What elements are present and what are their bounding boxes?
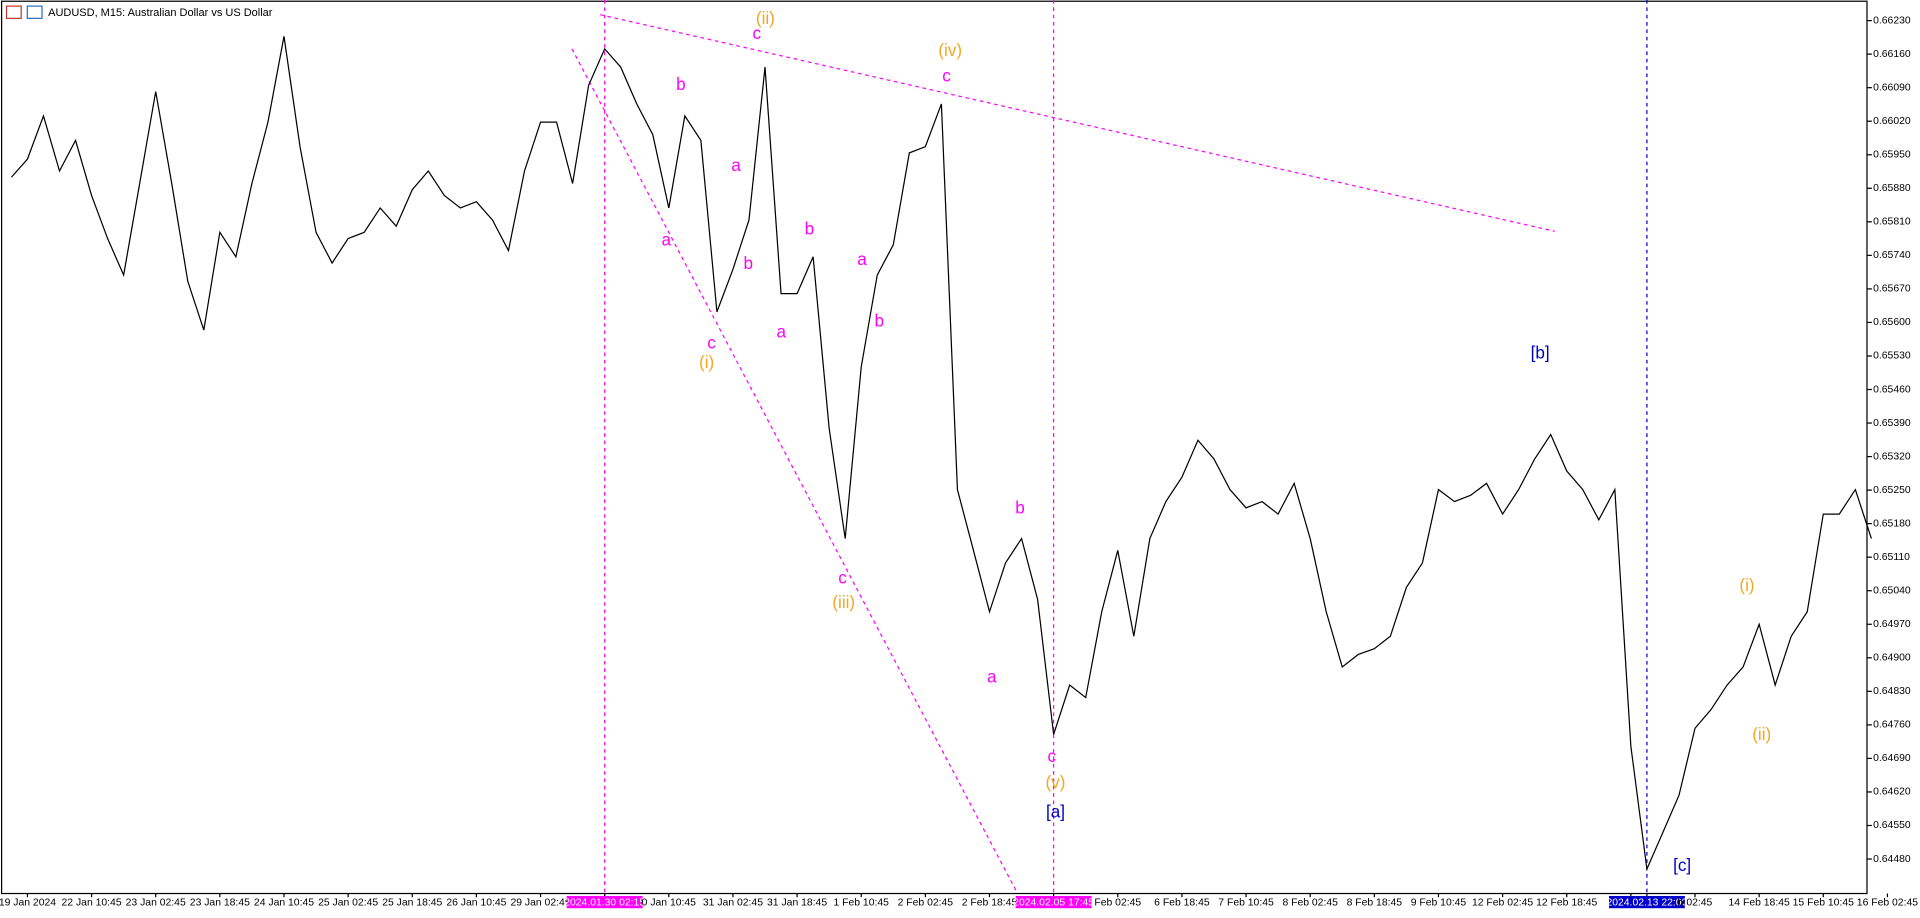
chart-title: AUDUSD, M15: Australian Dollar vs US Dol… xyxy=(48,7,273,19)
wave-label: c xyxy=(707,332,716,352)
x-tick-label: 2 Feb 18:45 xyxy=(962,897,1018,908)
x-tick-label: 2024.02.05 17:45 xyxy=(1013,897,1094,908)
y-tick-label: 0.65670 xyxy=(1873,284,1911,295)
y-tick-label: 0.64480 xyxy=(1873,854,1911,865)
x-tick-label: 8 Feb 02:45 xyxy=(1282,897,1338,908)
x-tick-label: 6 Feb 18:45 xyxy=(1154,897,1210,908)
x-tick-label: 24 Jan 10:45 xyxy=(254,897,314,908)
wave-label: (i) xyxy=(699,352,714,372)
y-tick-label: 0.66090 xyxy=(1873,82,1911,93)
y-tick-label: 0.64970 xyxy=(1873,619,1911,630)
x-tick-label: 23 Jan 18:45 xyxy=(190,897,250,908)
trend-line xyxy=(600,14,1555,232)
x-tick-label: 1 Feb 10:45 xyxy=(833,897,889,908)
x-tick-label: 23 Jan 02:45 xyxy=(126,897,186,908)
x-tick-label: 25 Jan 02:45 xyxy=(318,897,378,908)
y-tick-label: 0.65460 xyxy=(1873,384,1911,395)
y-tick-label: 0.65390 xyxy=(1873,418,1911,429)
y-tick-label: 0.65180 xyxy=(1873,518,1911,529)
x-label-highlight xyxy=(1608,895,1685,909)
x-tick-label: 2024.01.30 02:15 xyxy=(564,897,645,908)
wave-label: c xyxy=(1048,746,1057,766)
wave-label: (iv) xyxy=(938,40,962,60)
wave-label: (i) xyxy=(1739,575,1754,595)
wave-label: b xyxy=(743,253,753,273)
x-tick-label: 25 Jan 18:45 xyxy=(382,897,442,908)
y-tick-label: 0.64830 xyxy=(1873,686,1911,697)
y-tick-label: 0.65810 xyxy=(1873,217,1911,228)
y-tick-label: 0.65950 xyxy=(1873,149,1911,160)
x-tick-label: Feb 02:45 xyxy=(1094,897,1141,908)
y-tick-label: 0.66230 xyxy=(1873,15,1911,26)
x-tick-label: 22 Jan 10:45 xyxy=(62,897,122,908)
wave-label: [b] xyxy=(1531,342,1550,362)
x-tick-label: 0 Jan 10:45 xyxy=(642,897,697,908)
y-tick-label: 0.65250 xyxy=(1873,485,1911,496)
x-tick-label: 29 Jan 02:45 xyxy=(510,897,570,908)
wave-label: b xyxy=(676,74,686,94)
wave-label: b xyxy=(1015,498,1025,518)
y-tick-label: 0.66160 xyxy=(1873,49,1911,60)
y-tick-label: 0.65110 xyxy=(1873,552,1910,563)
x-tick-label: 7 Feb 10:45 xyxy=(1218,897,1274,908)
x-tick-label: 2 Feb 02:45 xyxy=(898,897,954,908)
icon xyxy=(5,5,22,19)
x-tick-label: 31 Jan 02:45 xyxy=(703,897,763,908)
y-tick-label: 0.64760 xyxy=(1873,720,1911,731)
x-tick-label: 2024.02.13 22:00 xyxy=(1606,897,1687,908)
y-tick-label: 0.65320 xyxy=(1873,451,1911,462)
price-line xyxy=(10,36,1872,872)
trend-line xyxy=(571,48,1017,892)
wave-label: (ii) xyxy=(756,8,775,28)
wave-label: a xyxy=(731,155,741,175)
y-tick-label: 0.65880 xyxy=(1873,183,1911,194)
icon xyxy=(26,5,43,19)
x-tick-label: 8 Feb 18:45 xyxy=(1347,897,1403,908)
y-tick-label: 0.66020 xyxy=(1873,116,1911,127)
x-tick-label: 14 Feb 18:45 xyxy=(1729,897,1790,908)
wave-label: b xyxy=(874,310,884,330)
x-tick-label: 31 Jan 18:45 xyxy=(767,897,827,908)
y-tick-label: 0.64620 xyxy=(1873,787,1911,798)
y-tick-label: 0.64690 xyxy=(1873,753,1911,764)
x-label-highlight xyxy=(1015,895,1092,909)
y-tick-label: 0.64550 xyxy=(1873,820,1911,831)
x-tick-label: 12 Feb 02:45 xyxy=(1472,897,1533,908)
x-tick-label: 19 Jan 2024 xyxy=(0,897,56,908)
x-tick-label: 26 Jan 10:45 xyxy=(446,897,506,908)
wave-label: (v) xyxy=(1045,772,1065,792)
wave-label: c xyxy=(838,567,847,587)
y-tick-label: 0.65530 xyxy=(1873,351,1911,362)
wave-label: a xyxy=(987,667,997,687)
x-tick-label: 12 Feb 18:45 xyxy=(1536,897,1597,908)
y-tick-label: 0.65740 xyxy=(1873,250,1911,261)
wave-label: (ii) xyxy=(1752,724,1771,744)
x-label-highlight xyxy=(566,895,643,909)
x-tick-label: b 02:45 xyxy=(1678,897,1713,908)
y-tick-label: 0.65600 xyxy=(1873,317,1911,328)
wave-label: a xyxy=(777,321,787,341)
wave-label: c xyxy=(942,66,951,86)
wave-label: [c] xyxy=(1673,855,1691,875)
x-tick-label: 9 Feb 10:45 xyxy=(1411,897,1467,908)
chart-icons xyxy=(5,5,43,19)
wave-label: (iii) xyxy=(832,592,855,612)
wave-label: a xyxy=(661,230,671,250)
wave-label: a xyxy=(857,249,867,269)
x-tick-label: 15 Feb 10:45 xyxy=(1793,897,1854,908)
plot-frame xyxy=(0,0,1868,895)
wave-label: b xyxy=(805,219,815,239)
y-tick-label: 0.65040 xyxy=(1873,585,1911,596)
x-tick-label: 16 Feb 02:45 xyxy=(1857,897,1918,908)
y-tick-label: 0.64900 xyxy=(1873,653,1911,664)
wave-label: [a] xyxy=(1046,801,1065,821)
wave-label: c xyxy=(753,23,762,43)
